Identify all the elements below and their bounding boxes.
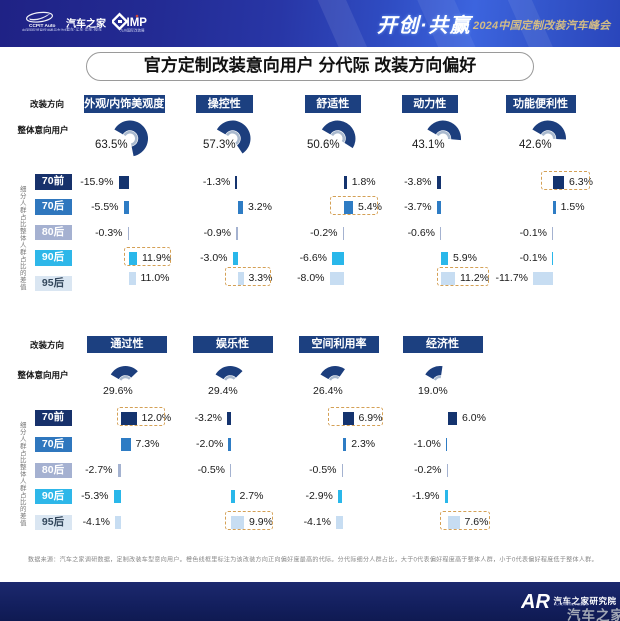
svg-text:CCPIT Auto: CCPIT Auto bbox=[29, 23, 56, 29]
svg-text:AR: AR bbox=[521, 591, 550, 613]
svg-text:IMP: IMP bbox=[127, 17, 148, 29]
